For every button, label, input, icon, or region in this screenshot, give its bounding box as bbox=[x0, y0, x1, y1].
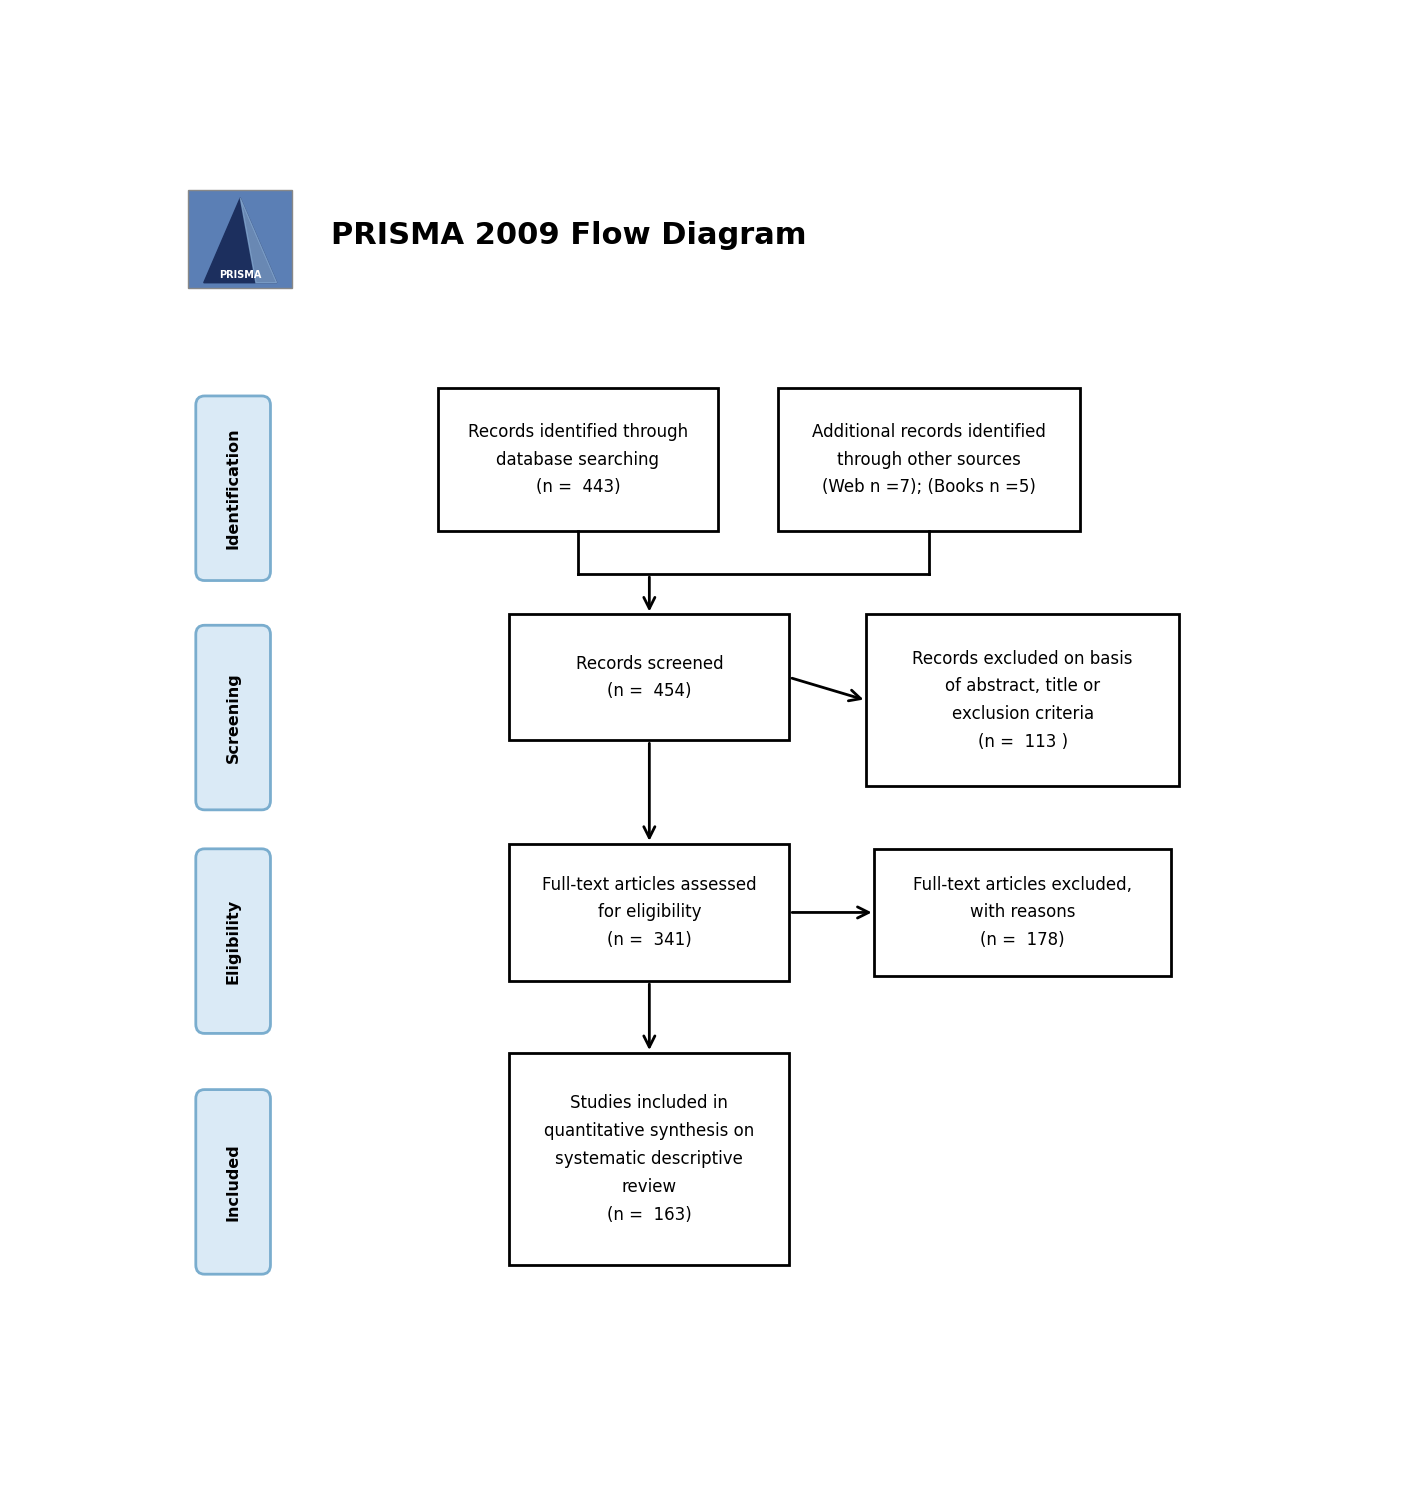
Text: Identification: Identification bbox=[225, 427, 241, 549]
FancyBboxPatch shape bbox=[438, 389, 718, 532]
Text: Full-text articles excluded,
with reasons
(n =  178): Full-text articles excluded, with reason… bbox=[913, 876, 1132, 950]
Text: Studies included in
quantitative synthesis on
systematic descriptive
review
(n =: Studies included in quantitative synthes… bbox=[544, 1094, 754, 1224]
FancyBboxPatch shape bbox=[509, 1053, 789, 1266]
FancyBboxPatch shape bbox=[188, 191, 292, 287]
Text: Included: Included bbox=[225, 1144, 241, 1221]
FancyBboxPatch shape bbox=[196, 849, 271, 1033]
Text: Screening: Screening bbox=[225, 672, 241, 762]
Polygon shape bbox=[241, 198, 276, 283]
Text: PRISMA: PRISMA bbox=[220, 270, 262, 280]
FancyBboxPatch shape bbox=[874, 849, 1170, 975]
FancyBboxPatch shape bbox=[866, 615, 1179, 786]
Text: PRISMA 2009 Flow Diagram: PRISMA 2009 Flow Diagram bbox=[332, 220, 806, 250]
Text: Records excluded on basis
of abstract, title or
exclusion criteria
(n =  113 ): Records excluded on basis of abstract, t… bbox=[913, 649, 1134, 750]
FancyBboxPatch shape bbox=[509, 615, 789, 740]
Text: Full-text articles assessed
for eligibility
(n =  341): Full-text articles assessed for eligibil… bbox=[543, 876, 757, 950]
Text: Records screened
(n =  454): Records screened (n = 454) bbox=[575, 655, 723, 700]
FancyBboxPatch shape bbox=[196, 396, 271, 581]
Text: Records identified through
database searching
(n =  443): Records identified through database sear… bbox=[468, 423, 689, 496]
Text: Eligibility: Eligibility bbox=[225, 898, 241, 984]
FancyBboxPatch shape bbox=[509, 844, 789, 981]
Text: Additional records identified
through other sources
(Web n =7); (Books n =5): Additional records identified through ot… bbox=[812, 423, 1046, 496]
FancyBboxPatch shape bbox=[196, 1090, 271, 1275]
FancyBboxPatch shape bbox=[196, 625, 271, 810]
FancyBboxPatch shape bbox=[778, 389, 1080, 532]
Polygon shape bbox=[204, 198, 276, 283]
